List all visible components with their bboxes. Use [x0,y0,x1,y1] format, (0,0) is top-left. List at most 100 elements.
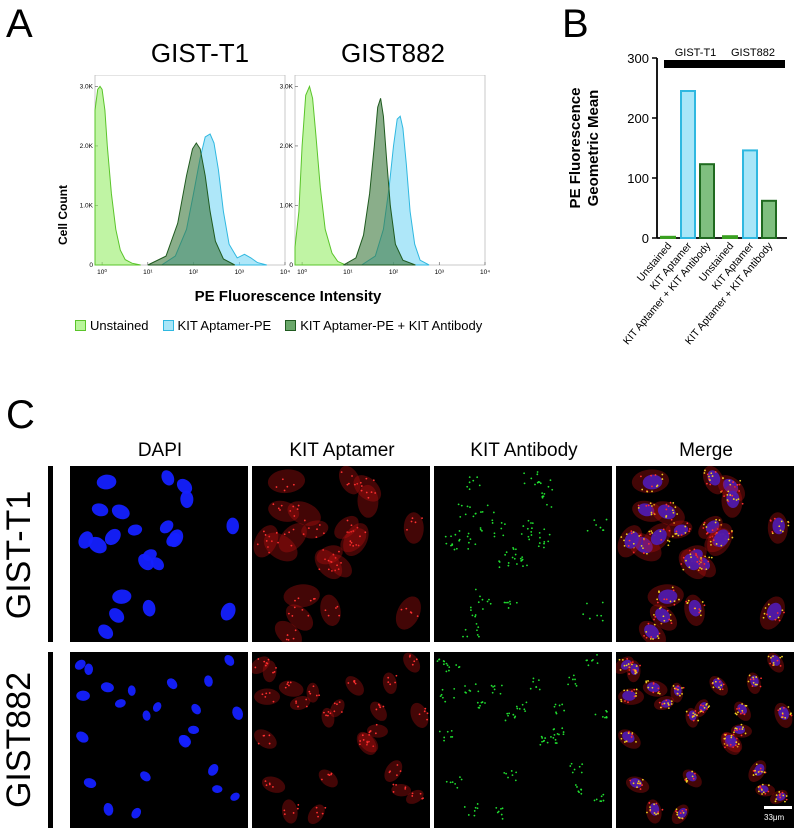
aptamer-dot [632,551,635,554]
antibody-dot [493,688,496,691]
aptamer-dot [330,561,333,563]
aptamer-dot [721,688,724,691]
scale-bar-label: 33μm [764,813,785,822]
antibody-dot [734,727,737,730]
aptamer-dot [312,685,315,688]
nucleus [622,690,636,701]
cytoplasm-signal [254,688,281,705]
aptamer-dot [324,558,326,561]
cytoplasm-signal [645,799,662,824]
antibody-dot [509,603,512,605]
micrograph-kit-aptamer-gist-t1 [252,466,430,642]
cytoplasm-signal [767,652,785,673]
cytoplasm-signal [281,799,298,824]
aptamer-dot [665,598,668,601]
cytoplasm-signal [384,760,403,782]
aptamer-dot [630,532,633,535]
bar-y-axis-title-line1: PE Fluorescence [567,88,584,209]
bar-y-axis-title: PE FluorescenceGeometric Mean [567,88,602,209]
antibody-dot [514,553,517,556]
aptamer-dot [645,636,648,639]
antibody-dot [764,607,767,609]
aptamer-dot [272,786,274,788]
aptamer-dot [336,703,338,706]
cytoplasm-signal [665,520,693,539]
antibody-dot [501,817,504,820]
aptamer-dot [297,803,300,806]
cytoplasm-signal [263,532,298,562]
aptamer-dot [268,742,271,745]
antibody-dot [714,521,717,524]
aptamer-dot [296,508,299,511]
aptamer-dot [322,532,325,535]
aptamer-dot [698,611,701,614]
aptamer-dot [264,780,267,783]
antibody-dot [669,619,672,622]
x-tick-label: 10³ [435,269,445,276]
antibody-dot [653,812,656,814]
antibody-dot [530,522,532,524]
aptamer-dot [288,684,290,687]
aptamer-dot [387,681,390,684]
aptamer-dot [414,521,417,524]
nucleus [634,536,653,554]
antibody-dot [521,556,524,559]
antibody-dot [755,676,758,678]
antibody-dot [464,513,467,516]
column-header-kit-antibody: KIT Antibody [470,440,578,461]
antibody-dot [505,551,508,554]
aptamer-dot [647,622,650,625]
antibody-dot [486,600,489,603]
antibody-dot [659,706,662,709]
antibody-dot [762,616,765,619]
cytoplasm-signal [770,789,788,804]
antibody-dot [769,615,771,618]
column-header-merge: Merge [679,440,733,461]
antibody-dot [685,710,688,713]
histogram-series-unstained [294,84,346,266]
antibody-dot [574,682,577,685]
x-tick-label: 10¹ [343,269,353,276]
aptamer-dot [712,539,715,541]
antibody-dot [500,684,503,687]
aptamer-dot [776,612,779,614]
cytoplasm-signal [278,680,304,697]
antibody-dot [503,601,506,604]
antibody-dot [650,513,653,516]
cytoplasm-signal [328,554,352,578]
antibody-dot [781,530,784,533]
aptamer-dot [277,541,279,544]
antibody-dot [450,729,453,732]
antibody-dot [504,553,507,556]
aptamer-dot [650,636,653,638]
antibody-dot [779,529,782,532]
aptamer-dot [709,483,712,486]
antibody-dot [667,544,670,547]
cytoplasm-signal [283,584,320,608]
column-header-dapi: DAPI [137,440,183,461]
aptamer-dot [263,660,266,663]
aptamer-dot [692,777,695,780]
antibody-dot [691,775,694,778]
aptamer-dot [334,556,337,559]
antibody-dot [541,737,544,739]
aptamer-dot [733,485,736,488]
aptamer-dot [675,810,677,812]
antibody-dot [744,704,747,707]
antibody-dot [479,595,481,598]
antibody-dot [503,523,506,526]
bar-y-tick-label: 0 [642,231,649,246]
aptamer-dot [631,733,633,736]
nucleus [180,490,194,508]
antibody-dot [459,515,462,518]
antibody-dot [568,676,571,679]
antibody-dot [491,522,494,524]
antibody-dot [646,490,649,493]
antibody-dot [651,505,653,507]
antibody-dot [472,515,475,518]
aptamer-dot [283,489,286,492]
antibody-dot [723,743,726,745]
antibody-dot [726,744,729,747]
aptamer-dot [268,551,271,554]
aptamer-dot [357,544,360,547]
